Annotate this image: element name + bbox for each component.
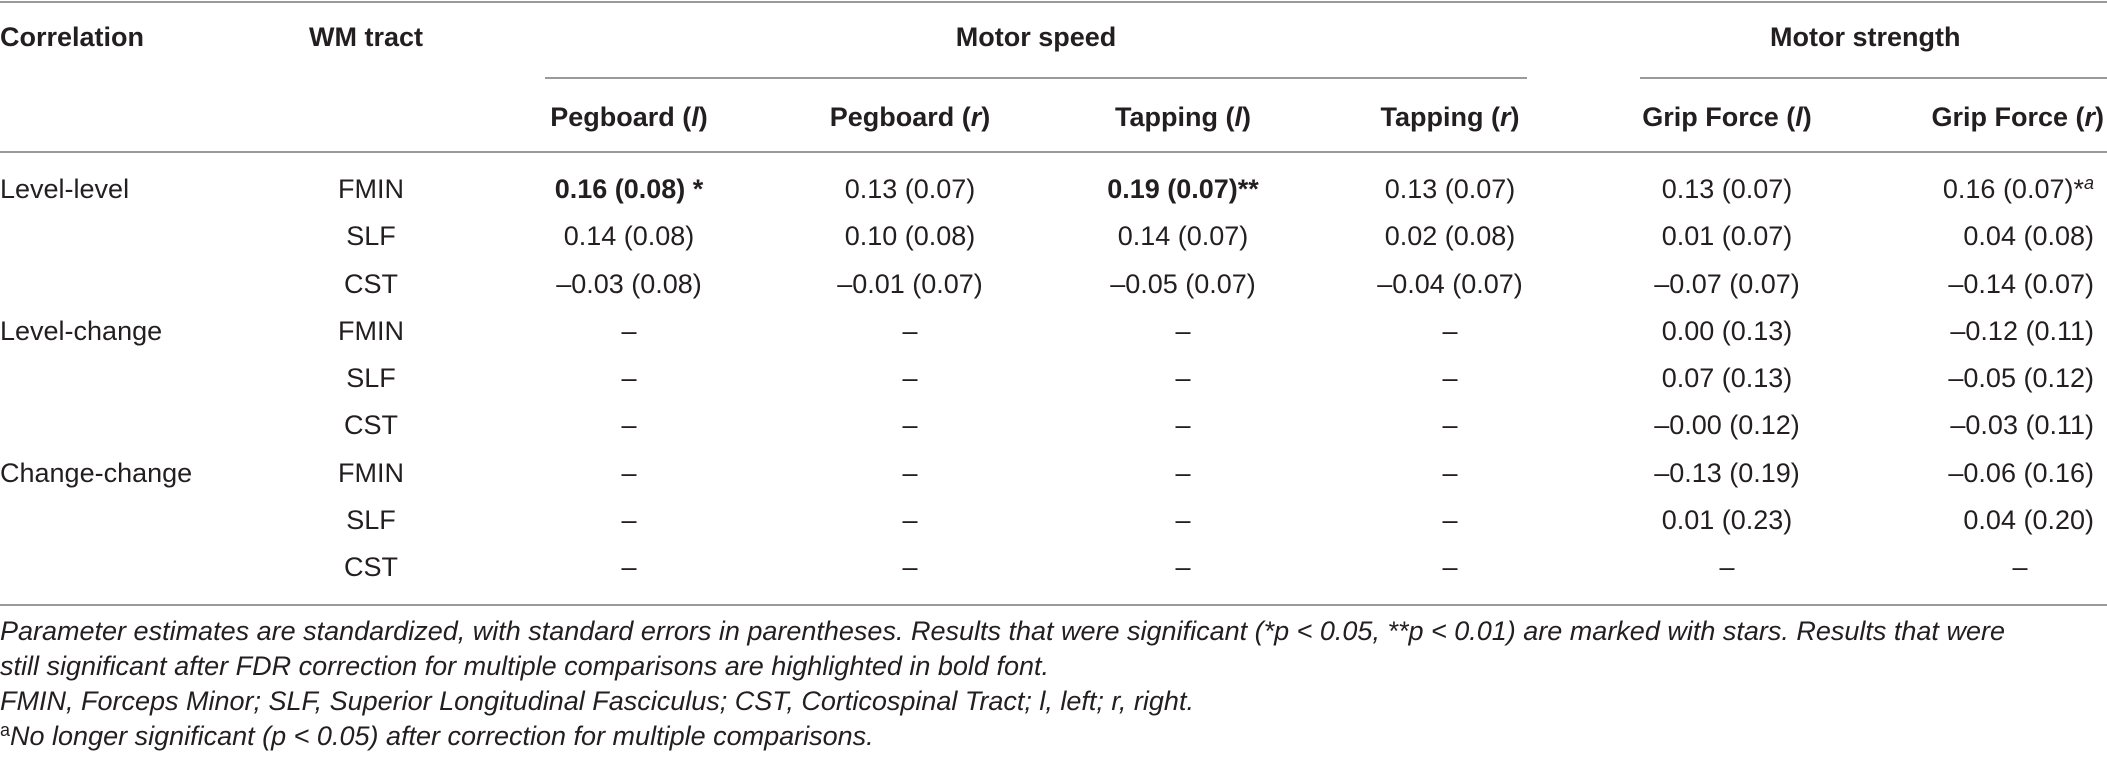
table-cell: –0.03 (0.08) (556, 269, 702, 299)
table-cell: –0.00 (0.12) (1654, 410, 1800, 440)
table-cell: 0.04 (0.08) (1963, 221, 2094, 251)
table-cell: – (902, 552, 918, 582)
table-cell: –0.07 (0.07) (1654, 269, 1800, 299)
correlation-header: Correlation (0, 22, 145, 52)
table-cell: – (621, 458, 637, 488)
table-cell: –0.05 (0.07) (1110, 269, 1256, 299)
table-cell: –0.04 (0.07) (1377, 269, 1523, 299)
row-tract-label: CST (344, 269, 398, 299)
notes-line-4: aNo longer significant (p < 0.05) after … (0, 720, 874, 751)
row-group-label: Level-change (0, 316, 163, 346)
footnote-marker: a (2083, 173, 2094, 193)
table-cell: – (902, 458, 918, 488)
table-cell: –0.05 (0.12) (1948, 363, 2094, 393)
table-cell: 0.02 (0.08) (1384, 221, 1516, 251)
table-cell: – (902, 410, 918, 440)
table-cell: – (1175, 552, 1191, 582)
table-cell: –0.12 (0.11) (1950, 316, 2094, 346)
table-cell: 0.13 (0.07) (844, 174, 976, 204)
table-cell: –0.06 (0.16) (1948, 458, 2094, 488)
col-header-tapping-r: Tapping (r) (1380, 102, 1520, 132)
table-cell: 0.16 (0.07)*a (1942, 173, 2094, 204)
table-cell: – (1442, 552, 1458, 582)
table-cell: – (902, 505, 918, 535)
table-bottom-rule (0, 604, 2107, 606)
row-tract-label: SLF (346, 505, 396, 535)
row-tract-label: FMIN (338, 316, 404, 346)
table-cell: – (621, 363, 637, 393)
table-cell: 0.10 (0.08) (844, 221, 976, 251)
wm-tract-header: WM tract (309, 22, 423, 52)
row-tract-label: CST (344, 410, 398, 440)
notes-line-3: FMIN, Forceps Minor; SLF, Superior Longi… (0, 686, 1194, 716)
table-cell: 0.04 (0.20) (1963, 505, 2094, 535)
table-cell: – (621, 552, 637, 582)
table-cell: – (902, 316, 918, 346)
col-header-pegboard-l: Pegboard (l) (550, 102, 708, 132)
table-cell: – (621, 410, 637, 440)
table-cell: – (621, 316, 637, 346)
table-cell: –0.14 (0.07) (1948, 269, 2094, 299)
table-cell: – (2012, 552, 2028, 582)
table-cell: – (1442, 316, 1458, 346)
table-cell: –0.03 (0.11) (1950, 410, 2094, 440)
table-cell: 0.14 (0.08) (563, 221, 695, 251)
table-cell: – (1175, 505, 1191, 535)
table-notes: Parameter estimates are standardized, wi… (0, 614, 2107, 754)
notes-line-1: Parameter estimates are standardized, wi… (0, 616, 2005, 646)
table-cell: 0.01 (0.23) (1661, 505, 1793, 535)
table-cell: 0.16 (0.08) * (554, 174, 704, 204)
table-cell: 0.19 (0.07)** (1107, 174, 1259, 204)
row-tract-label: SLF (346, 363, 396, 393)
row-group-label: Change-change (0, 458, 193, 488)
table-cell: – (902, 363, 918, 393)
motor-speed-group-rule (545, 77, 1527, 79)
col-header-grip-force-r: Grip Force (r) (1931, 102, 2104, 132)
table-cell: – (1442, 505, 1458, 535)
table-cell: 0.07 (0.13) (1661, 363, 1793, 393)
col-header-pegboard-r: Pegboard (r) (829, 102, 991, 132)
row-tract-label: SLF (346, 221, 396, 251)
col-header-tapping-l: Tapping (l) (1115, 102, 1251, 132)
table-top-rule (0, 1, 2107, 3)
table-cell: – (1175, 316, 1191, 346)
table-cell: 0.13 (0.07) (1384, 174, 1516, 204)
footnote-marker: a (0, 720, 11, 740)
table-cell: – (1719, 552, 1735, 582)
table-cell: 0.01 (0.07) (1661, 221, 1793, 251)
row-tract-label: CST (344, 552, 398, 582)
motor-strength-group-rule (1640, 77, 2107, 79)
table-cell: 0.14 (0.07) (1117, 221, 1249, 251)
notes-line-2: still significant after FDR correction f… (0, 651, 1049, 681)
motor-strength-header: Motor strength (1770, 22, 1961, 52)
table-header-rule (0, 151, 2107, 153)
row-group-label: Level-level (0, 174, 130, 204)
table-cell: – (1442, 363, 1458, 393)
table-cell: –0.13 (0.19) (1654, 458, 1800, 488)
table-cell: – (1175, 458, 1191, 488)
row-tract-label: FMIN (338, 174, 404, 204)
motor-speed-header: Motor speed (955, 22, 1117, 52)
table-cell: – (1442, 410, 1458, 440)
row-tract-label: FMIN (338, 458, 404, 488)
table-cell: – (1175, 410, 1191, 440)
table-cell: 0.13 (0.07) (1661, 174, 1793, 204)
table-cell: – (1175, 363, 1191, 393)
table-cell: 0.00 (0.13) (1661, 316, 1793, 346)
table-cell: –0.01 (0.07) (837, 269, 983, 299)
col-header-grip-force-l: Grip Force (l) (1642, 102, 1812, 132)
table-cell: – (1442, 458, 1458, 488)
table-cell: – (621, 505, 637, 535)
